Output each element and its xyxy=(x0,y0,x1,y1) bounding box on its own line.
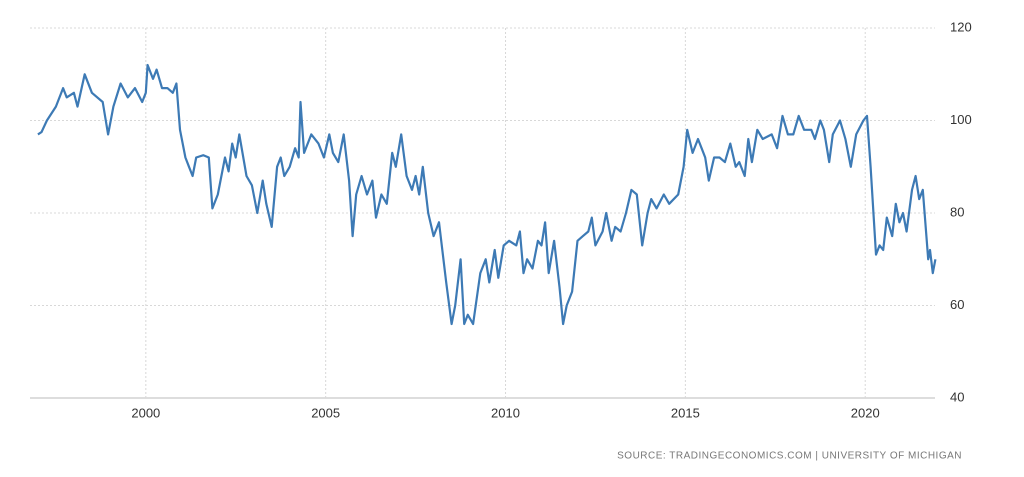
source-note: SOURCE: TRADINGECONOMICS.COM | UNIVERSIT… xyxy=(617,451,962,462)
y-tick-label: 40 xyxy=(950,389,964,404)
y-tick-label: 120 xyxy=(950,19,972,34)
x-tick-label: 2020 xyxy=(851,405,880,420)
y-tick-label: 100 xyxy=(950,112,972,127)
x-tick-label: 2015 xyxy=(671,405,700,420)
x-tick-label: 2010 xyxy=(491,405,520,420)
y-tick-label: 80 xyxy=(950,204,964,219)
y-tick-label: 60 xyxy=(950,297,964,312)
x-tick-label: 2000 xyxy=(131,405,160,420)
x-tick-label: 2005 xyxy=(311,405,340,420)
data-line xyxy=(37,63,937,326)
